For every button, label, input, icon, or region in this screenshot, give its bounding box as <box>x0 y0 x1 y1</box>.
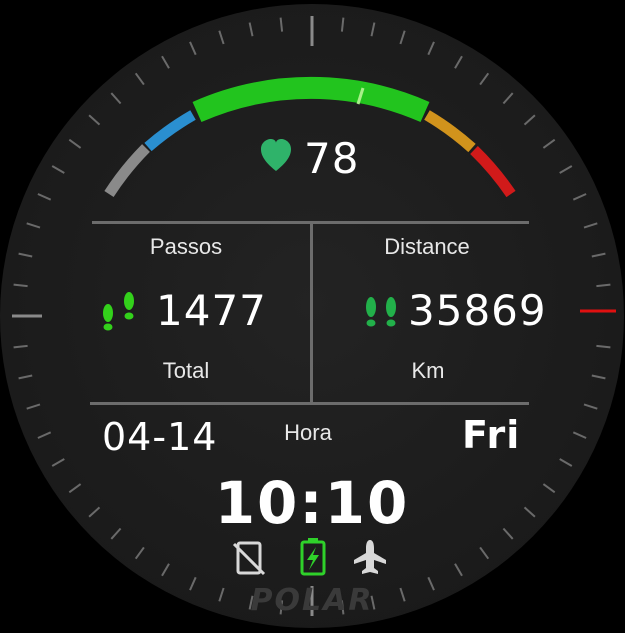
minor-tick <box>161 55 170 69</box>
heart-rate-gauge <box>104 77 516 198</box>
steps-value: 1477 <box>156 286 267 335</box>
distance-unit: Km <box>411 358 445 383</box>
weekday-value: Fri <box>462 413 521 457</box>
minor-tick <box>559 458 573 467</box>
minor-tick <box>13 344 28 349</box>
minor-tick <box>596 344 611 349</box>
minor-tick <box>51 458 65 467</box>
footsteps-icon <box>366 297 396 327</box>
minor-tick <box>18 374 33 380</box>
minor-tick <box>134 546 145 560</box>
minor-tick <box>161 563 170 577</box>
minor-tick <box>189 41 197 56</box>
steps-title: Passos <box>149 234 223 259</box>
minor-tick <box>454 563 463 577</box>
divider-bottom <box>90 402 529 405</box>
minor-tick <box>248 595 254 610</box>
gauge-segment-green <box>192 77 430 123</box>
minor-tick <box>218 30 225 45</box>
minor-tick <box>370 22 376 37</box>
minor-tick <box>596 283 611 288</box>
phone-disconnected-icon <box>232 541 266 576</box>
minor-tick <box>68 483 82 494</box>
minor-tick <box>110 527 122 540</box>
minor-tick <box>88 506 101 518</box>
minor-tick <box>479 72 490 86</box>
minor-tick <box>110 92 122 105</box>
minor-tick <box>51 165 65 174</box>
minor-tick <box>279 17 284 32</box>
minor-tick <box>18 252 33 258</box>
date-label: Hora <box>284 420 332 445</box>
date-value: 04-14 <box>102 415 218 459</box>
minor-tick <box>427 41 435 56</box>
distance-value: 35869 <box>408 286 547 335</box>
minor-tick <box>454 55 463 69</box>
minor-tick <box>88 114 101 126</box>
minor-tick <box>479 546 490 560</box>
airplane-mode-icon <box>354 540 386 574</box>
minor-tick <box>523 506 536 518</box>
minor-tick <box>340 600 345 615</box>
minor-tick <box>13 283 28 288</box>
heart-rate-value: 78 <box>304 134 360 183</box>
minor-tick <box>583 403 598 410</box>
minor-tick <box>26 222 41 229</box>
minor-tick <box>523 114 536 126</box>
minor-tick <box>134 72 145 86</box>
minor-tick <box>399 587 406 602</box>
divider-vertical <box>310 222 313 403</box>
gauge-segment-gray <box>104 144 150 198</box>
tick-marks <box>12 16 611 616</box>
steps-unit: Total <box>162 358 210 383</box>
gauge-segment-blue <box>144 110 196 152</box>
heart-icon <box>261 139 291 171</box>
time-value: 10:10 <box>214 469 410 537</box>
minor-tick <box>542 138 556 149</box>
minor-tick <box>37 431 52 439</box>
minor-tick <box>370 595 376 610</box>
minor-tick <box>37 193 52 201</box>
gauge-segment-orange <box>424 110 476 153</box>
brand-logo: POLAR <box>251 583 374 618</box>
minor-tick <box>26 403 41 410</box>
minor-tick <box>248 22 254 37</box>
minor-tick <box>502 527 514 540</box>
minor-tick <box>591 374 606 380</box>
minor-tick <box>583 222 598 229</box>
minor-tick <box>542 483 556 494</box>
minor-tick <box>218 587 225 602</box>
minor-tick <box>427 576 435 591</box>
minor-tick <box>591 252 606 258</box>
minor-tick <box>279 600 284 615</box>
minor-tick <box>189 576 197 591</box>
distance-title: Distance <box>384 234 470 259</box>
minor-tick <box>572 431 587 439</box>
footsteps-icon <box>103 292 134 331</box>
minor-tick <box>399 30 406 45</box>
gauge-segment-red <box>470 146 516 198</box>
minor-tick <box>572 193 587 201</box>
minor-tick <box>559 165 573 174</box>
minor-tick <box>340 17 345 32</box>
minor-tick <box>502 92 514 105</box>
gauge-needle <box>356 87 365 105</box>
battery-charging-icon <box>300 538 326 576</box>
minor-tick <box>68 138 82 149</box>
